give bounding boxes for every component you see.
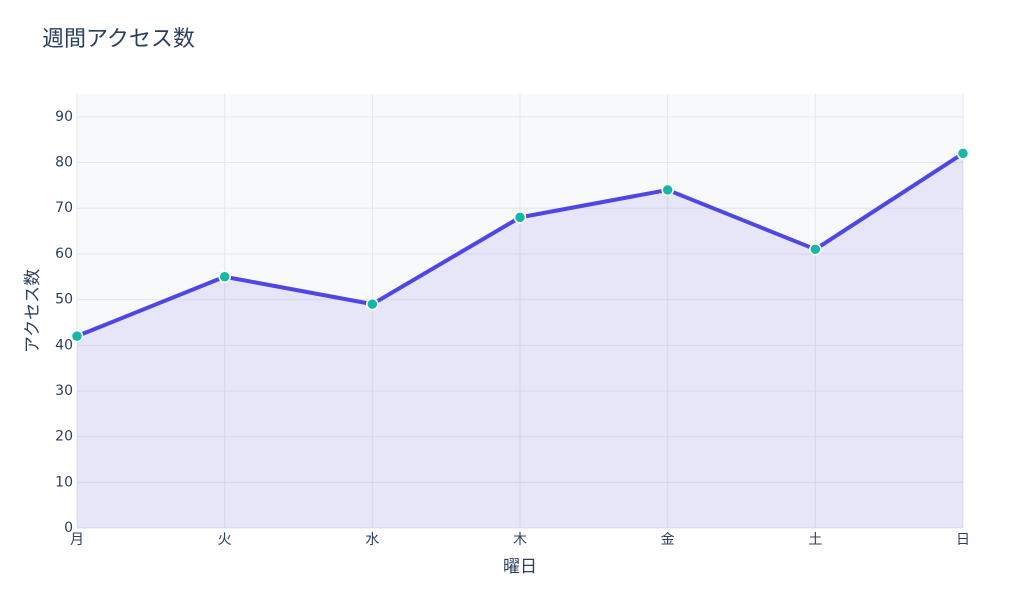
marker — [513, 211, 527, 224]
y-tick-label: 30 — [55, 383, 73, 399]
y-tick-label: 80 — [55, 155, 73, 171]
y-tick-label: 60 — [55, 246, 73, 262]
marker — [809, 243, 822, 256]
x-tick-label: 日 — [956, 532, 970, 548]
y-tick-label: 20 — [55, 429, 73, 445]
y-tick-label: 40 — [55, 337, 73, 353]
x-tick-label: 月 — [70, 532, 84, 548]
y-tick-label: 50 — [55, 292, 73, 308]
x-tick-label: 土 — [808, 532, 822, 548]
marker — [70, 329, 84, 343]
y-axis-title: アクセス数 — [23, 269, 43, 353]
area — [77, 153, 963, 529]
y-tick-label: 90 — [55, 109, 73, 125]
y-tick-label: 10 — [55, 474, 73, 490]
chart-title: 週間アクセス数 — [42, 27, 195, 52]
x-tick-label: 金 — [661, 532, 675, 548]
marker — [661, 183, 674, 197]
marker — [956, 147, 970, 160]
x-tick-label: 火 — [218, 532, 232, 548]
x-tick-label: 水 — [365, 532, 379, 548]
y-tick-label: 0 — [64, 520, 73, 536]
marker — [218, 270, 231, 283]
x-tick-label: 木 — [513, 532, 527, 548]
marker — [366, 297, 379, 311]
x-axis-title: 曜日 — [503, 557, 537, 577]
y-tick-label: 70 — [55, 200, 73, 216]
